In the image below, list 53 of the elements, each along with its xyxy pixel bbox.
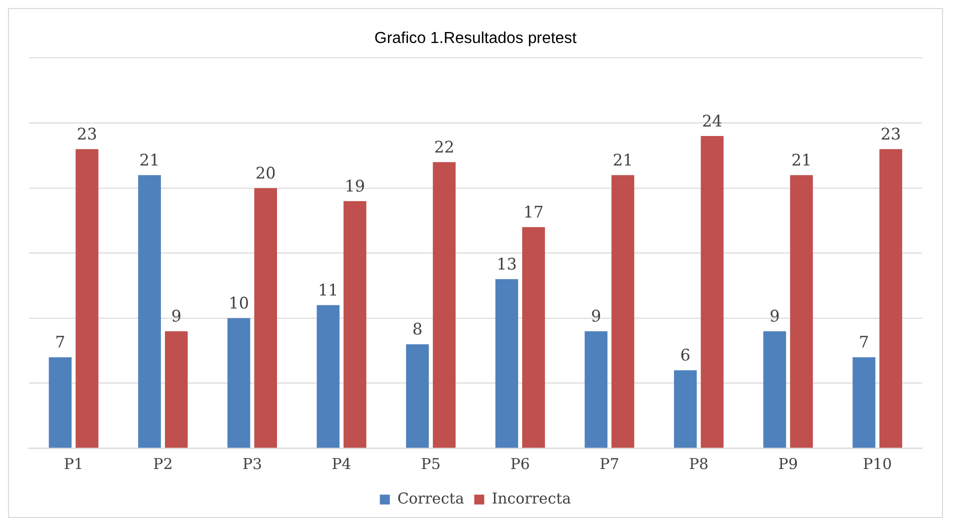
bar	[763, 331, 786, 448]
data-label: 10	[228, 293, 249, 312]
x-tick-label: P9	[778, 455, 798, 474]
bar	[522, 227, 545, 448]
bar	[495, 279, 518, 448]
data-label: 17	[523, 202, 544, 222]
data-label: 24	[702, 111, 722, 130]
bar	[138, 175, 161, 448]
data-label: 9	[171, 306, 182, 326]
bar	[316, 305, 340, 448]
bar	[879, 149, 902, 448]
data-label: 9	[770, 306, 780, 326]
bar	[700, 136, 724, 448]
legend-label: Correcta	[397, 489, 464, 508]
bar	[432, 162, 456, 448]
bar	[406, 344, 429, 448]
x-tick-label: P7	[600, 455, 620, 474]
x-tick-label: P3	[242, 455, 262, 474]
data-label: 22	[434, 137, 454, 156]
bar	[611, 175, 634, 448]
bar	[76, 149, 98, 448]
data-label: 21	[139, 150, 160, 170]
data-label: 7	[55, 332, 66, 352]
data-label: 23	[76, 124, 98, 144]
data-label: 6	[680, 345, 690, 364]
bar	[852, 357, 876, 448]
x-tick-label: P2	[153, 455, 173, 474]
bar	[790, 175, 813, 448]
data-label: 21	[791, 150, 812, 170]
bar	[584, 331, 608, 448]
bar	[164, 331, 188, 448]
x-tick-label: P5	[421, 455, 441, 474]
chart-title: Grafico 1.Resultados pretest	[374, 30, 578, 47]
data-label: 19	[344, 176, 366, 196]
data-label: 8	[412, 319, 423, 338]
legend-label: Incorrecta	[492, 489, 572, 508]
x-tick-label: P1	[64, 455, 84, 474]
x-tick-label: P4	[332, 455, 352, 474]
data-label: 7	[858, 332, 870, 352]
x-tick-label: P10	[862, 455, 892, 474]
data-label: 23	[880, 124, 901, 144]
bar	[48, 357, 72, 448]
data-label: 13	[496, 254, 517, 274]
bar	[344, 201, 366, 448]
bar	[254, 188, 278, 448]
x-tick-label: P8	[688, 455, 709, 474]
data-label: 20	[255, 163, 276, 182]
bar	[674, 370, 697, 448]
bar	[227, 318, 250, 448]
data-label: 11	[318, 280, 338, 300]
x-tick-label: P6	[510, 455, 530, 474]
data-label: 21	[612, 150, 634, 170]
data-label: 9	[590, 306, 602, 326]
